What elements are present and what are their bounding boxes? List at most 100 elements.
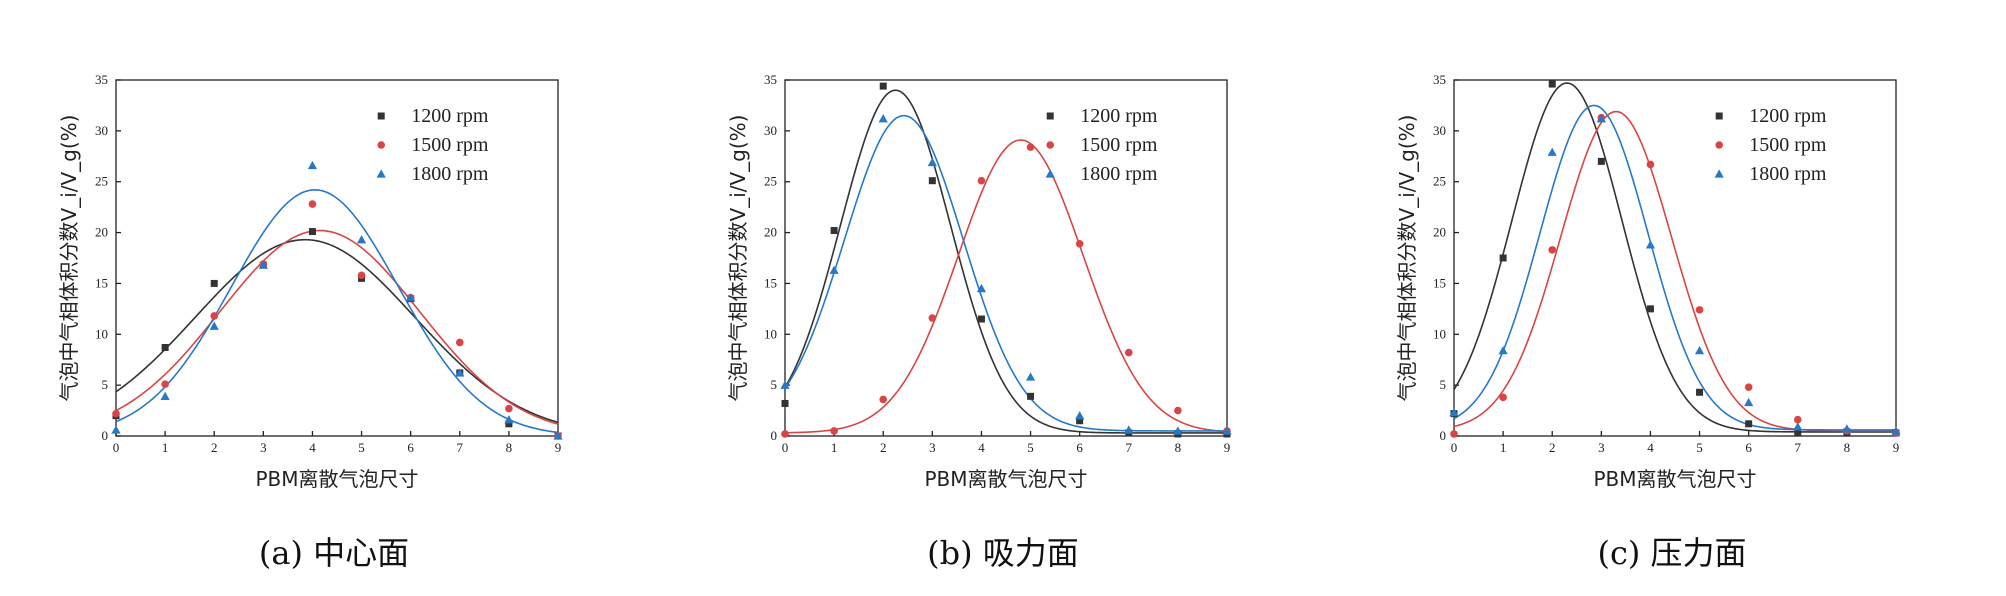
series-points <box>781 143 1231 438</box>
x-tick-label: 2 <box>211 440 218 455</box>
data-point <box>927 157 937 167</box>
fit-curve <box>115 238 559 424</box>
data-point <box>1744 397 1754 407</box>
data-point <box>928 177 936 185</box>
data-point <box>1173 426 1183 435</box>
x-tick-label: 8 <box>506 440 513 455</box>
y-axis-title: 气泡中气相体积分数V_i/V_g(%) <box>726 115 750 402</box>
x-axis-title: PBM离散气泡尺寸 <box>1593 467 1756 491</box>
plot-frame <box>115 79 559 437</box>
data-point <box>878 114 888 123</box>
data-point <box>111 425 121 434</box>
chart-svg-suction: 0 1 2 3 4 5 6 7 8 9 0 5 10 15 20 25 30 35 PBM离散气泡尺寸 气泡中气相体积… <box>726 72 1232 491</box>
x-tick-label: 3 <box>260 440 267 455</box>
data-point <box>780 380 790 389</box>
x-tick-label: 6 <box>1076 440 1083 455</box>
series-points <box>1450 113 1900 438</box>
y-tick-label: 20 <box>764 225 777 240</box>
x-tick-label: 6 <box>1745 440 1752 455</box>
y-tick-label: 0 <box>1440 428 1447 443</box>
data-point <box>1174 406 1182 415</box>
y-tick-label: 10 <box>95 326 108 341</box>
x-tick-label: 0 <box>1451 440 1458 455</box>
y-tick-label: 25 <box>764 174 777 189</box>
data-point <box>830 427 838 435</box>
data-point <box>1499 254 1507 262</box>
legend-marker <box>1046 112 1054 120</box>
x-tick-label: 7 <box>1126 440 1133 455</box>
series-points <box>1449 114 1901 435</box>
data-point <box>161 344 169 352</box>
x-tick-label: 6 <box>407 440 414 455</box>
data-point <box>1499 393 1507 402</box>
data-point <box>455 338 464 347</box>
data-point <box>1793 422 1803 431</box>
data-point <box>1891 426 1901 435</box>
data-point <box>1645 240 1656 249</box>
legend-label: 1500 rpm <box>1080 134 1158 156</box>
x-tick-label: 5 <box>1696 440 1703 455</box>
x-axis-title: PBM离散气泡尺寸 <box>924 467 1087 491</box>
data-point <box>553 431 563 440</box>
x-tick-label: 1 <box>1500 440 1507 455</box>
data-point <box>1548 246 1557 254</box>
data-point <box>1842 424 1852 433</box>
legend-marker <box>1715 112 1723 120</box>
data-point <box>505 420 513 428</box>
data-point <box>357 271 366 280</box>
data-point <box>879 82 887 90</box>
data-point <box>1075 411 1085 420</box>
y-tick-label: 0 <box>771 428 778 443</box>
legend-marker <box>377 112 385 120</box>
data-point <box>1547 147 1557 156</box>
x-tick-label: 7 <box>457 440 464 455</box>
data-point <box>1449 408 1459 417</box>
y-tick-label: 15 <box>764 275 777 290</box>
data-point <box>1124 425 1134 434</box>
x-tick-label: 9 <box>1224 440 1231 455</box>
x-tick-label: 3 <box>1598 440 1605 455</box>
y-tick-label: 35 <box>95 72 108 87</box>
fit-curve <box>784 114 1227 432</box>
chart-svg-pressure: 0 1 2 3 4 5 6 7 8 9 0 5 10 15 20 25 30 35 PBM离散气泡尺寸 气泡中气相体积… <box>1395 72 1901 491</box>
data-point <box>160 391 170 401</box>
data-point <box>209 321 219 330</box>
y-axis-title: 气泡中气相体积分数V_i/V_g(%) <box>57 115 81 402</box>
x-tick-label: 2 <box>1549 440 1556 455</box>
x-tick-label: 1 <box>162 440 169 455</box>
y-tick-label: 30 <box>95 123 108 138</box>
chart-panel-center: 0 1 2 3 4 5 6 7 8 9 0 5 10 15 20 25 30 35 PBM离散气泡尺寸 气泡中气相体积… <box>0 0 668 596</box>
y-tick-label: 15 <box>95 275 108 290</box>
y-tick-label: 35 <box>1433 72 1446 87</box>
data-point <box>1793 415 1802 424</box>
x-tick-label: 4 <box>1647 440 1654 455</box>
data-point <box>830 227 838 235</box>
data-point <box>1696 388 1704 396</box>
data-point <box>829 265 839 274</box>
data-point <box>1596 114 1606 123</box>
data-point <box>781 399 789 407</box>
data-point <box>1794 428 1802 436</box>
data-point <box>1597 157 1605 165</box>
y-tick-label: 30 <box>1433 123 1446 138</box>
legend-marker <box>1714 169 1724 178</box>
y-tick-label: 25 <box>1433 174 1446 189</box>
y-tick-label: 10 <box>1433 326 1446 341</box>
x-tick-label: 9 <box>555 440 562 455</box>
data-point <box>1076 417 1084 425</box>
fit-curve <box>784 89 1227 434</box>
fit-curve <box>115 189 559 434</box>
y-tick-label: 15 <box>1433 275 1446 290</box>
series-points <box>111 160 563 440</box>
y-tick-label: 25 <box>95 174 108 189</box>
y-tick-label: 20 <box>95 225 108 240</box>
y-tick-label: 30 <box>764 123 777 138</box>
x-tick-label: 7 <box>1795 440 1802 455</box>
legend-marker <box>1046 141 1054 149</box>
x-tick-label: 0 <box>782 440 789 455</box>
data-point <box>1124 348 1133 357</box>
legend-label: 1800 rpm <box>1749 163 1827 185</box>
legend-label: 1500 rpm <box>411 134 489 156</box>
panel-caption: (a) 中心面 <box>258 534 410 572</box>
data-point <box>308 200 317 208</box>
